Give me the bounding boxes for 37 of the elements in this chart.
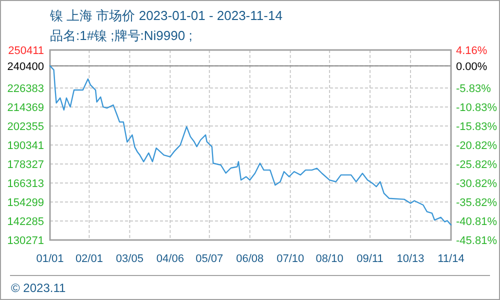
y-tick-label: 166313 [7,178,44,190]
y2-tick-label: 0.00% [456,60,488,73]
y2-tick-label: -10.83% [456,102,498,114]
y-tick-label: 130271 [7,235,44,247]
y-tick-label: 154299 [7,197,44,209]
x-tick-label: 01/01 [36,253,64,265]
y-tick-label: 190341 [7,140,44,152]
x-tick-label: 08/10 [316,253,344,265]
y2-tick-label: 4.16% [456,45,488,57]
x-tick-label: 04/06 [156,253,184,265]
y2-tick-label: -40.81% [456,216,498,228]
y2-tick-label: -35.82% [456,197,498,210]
y-tick-label: 226383 [7,83,44,95]
line-series [49,65,452,226]
x-tick-label: 03/05 [116,253,144,265]
y-tick-label: 178327 [7,159,44,171]
x-tick-label: 09/11 [356,253,384,265]
y-tick-label: 214369 [7,102,44,114]
x-tick-label: 05/07 [196,253,224,265]
x-tick-label: 06/08 [236,253,264,265]
x-tick-label: 07/10 [276,253,304,265]
y-tick-label: 202355 [7,121,44,133]
y2-tick-label: -45.81% [456,235,498,247]
y2-tick-label: -30.82% [456,178,498,190]
y2-tick-label: -5.83% [456,82,492,95]
y2-tick-label: -25.82% [456,158,498,171]
chart-title: 镍 上海 市场价 2023-01-01 - 2023-11-14 [49,8,282,23]
chart-subtitle: 品名:1#镍 ;牌号:Ni9990 ; [50,28,192,43]
x-tick-label: 10/13 [396,253,424,265]
y-tick-label: 240400 [7,60,44,73]
x-tick-label: 02/01 [75,253,103,265]
x-tick-label: 11/14 [438,253,464,265]
y2-tick-label: -20.82% [456,140,498,152]
y-tick-label: 142285 [7,216,44,228]
text: © 2023.11 [11,281,66,295]
y2-tick-label: -15.83% [456,121,498,134]
y-tick-label: 250411 [8,45,44,57]
